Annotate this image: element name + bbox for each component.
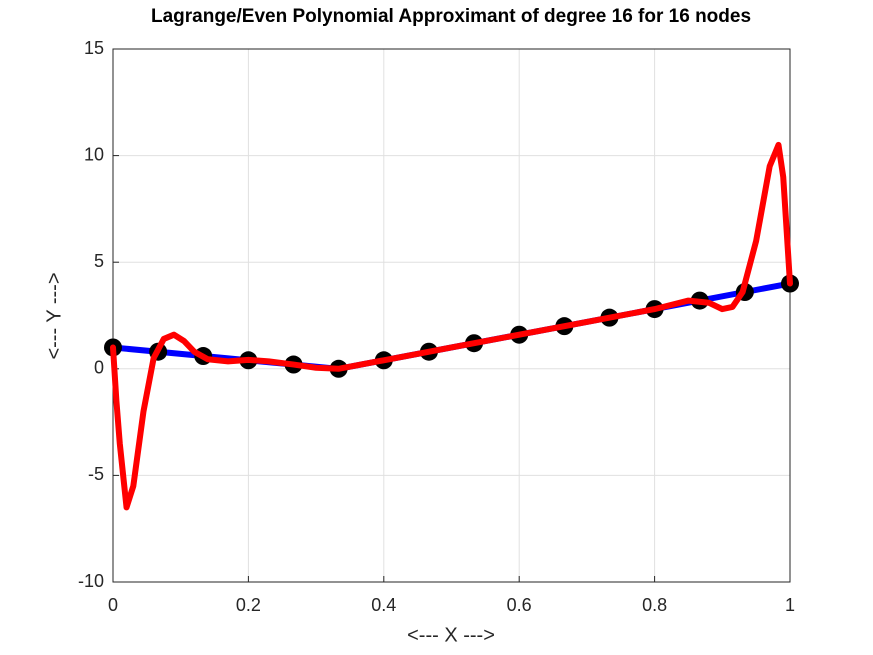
series-line	[110, 141, 793, 511]
y-tick-label: 10	[84, 144, 104, 164]
x-tick-label: 0	[108, 595, 118, 615]
y-tick-label: 15	[84, 38, 104, 58]
x-tick-label: 0.4	[371, 595, 396, 615]
chart-title: Lagrange/Even Polynomial Approximant of …	[151, 6, 751, 27]
y-tick-label: 5	[94, 251, 104, 271]
x-tick-label: 0.8	[642, 595, 667, 615]
x-axis-label: <--- X --->	[407, 624, 495, 646]
y-axis-label: <--- Y --->	[43, 272, 65, 359]
y-tick-label: 0	[94, 358, 104, 378]
y-tick-label: -10	[78, 571, 104, 591]
y-tick-label: -5	[88, 464, 104, 484]
x-tick-label: 0.6	[507, 595, 532, 615]
x-tick-label: 1	[785, 595, 795, 615]
x-tick-label: 0.2	[236, 595, 261, 615]
plot-frame	[112, 48, 791, 583]
